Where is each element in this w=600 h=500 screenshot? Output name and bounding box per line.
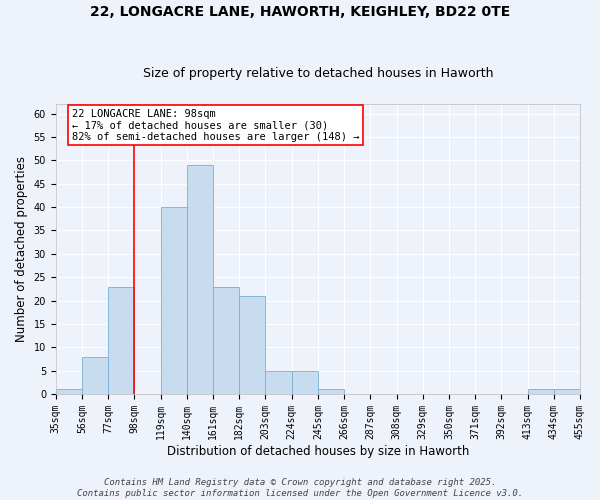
Bar [554,390,580,394]
Y-axis label: Number of detached properties: Number of detached properties [15,156,28,342]
Bar [292,370,318,394]
Bar [187,165,213,394]
Bar [318,390,344,394]
Bar [82,356,108,394]
Bar [108,286,134,394]
Bar [161,207,187,394]
Text: 22, LONGACRE LANE, HAWORTH, KEIGHLEY, BD22 0TE: 22, LONGACRE LANE, HAWORTH, KEIGHLEY, BD… [90,5,510,19]
Bar [239,296,265,394]
Bar [527,390,554,394]
Bar [265,370,292,394]
Bar [580,390,600,394]
X-axis label: Distribution of detached houses by size in Haworth: Distribution of detached houses by size … [167,444,469,458]
Text: Contains HM Land Registry data © Crown copyright and database right 2025.
Contai: Contains HM Land Registry data © Crown c… [77,478,523,498]
Text: 22 LONGACRE LANE: 98sqm
← 17% of detached houses are smaller (30)
82% of semi-de: 22 LONGACRE LANE: 98sqm ← 17% of detache… [71,108,359,142]
Bar [56,390,82,394]
Bar [213,286,239,394]
Title: Size of property relative to detached houses in Haworth: Size of property relative to detached ho… [143,66,493,80]
